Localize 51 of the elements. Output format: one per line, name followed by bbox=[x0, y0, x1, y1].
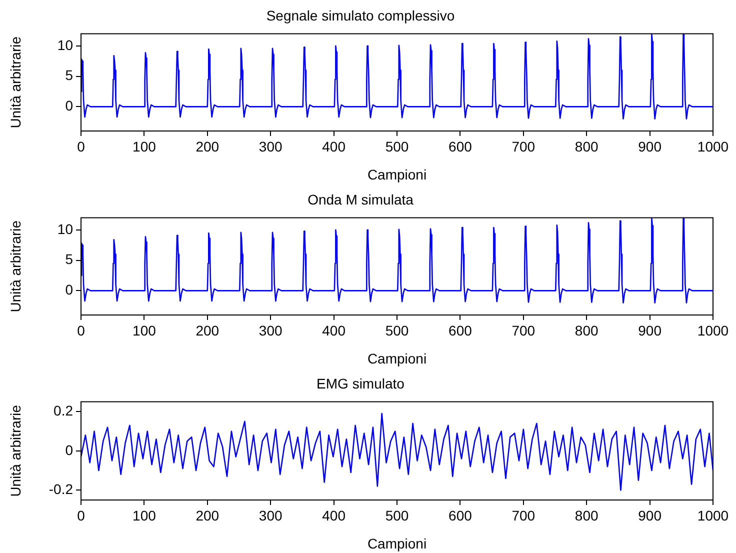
x-tick-label: 100 bbox=[132, 322, 156, 338]
x-tick-label: 700 bbox=[512, 138, 536, 154]
x-axis-title: Campioni bbox=[367, 166, 427, 182]
x-tick-label: 600 bbox=[448, 138, 472, 154]
x-tick-label: 300 bbox=[258, 507, 282, 524]
x-tick-label: 200 bbox=[196, 507, 220, 524]
x-tick-label: 1000 bbox=[697, 507, 729, 524]
x-tick-label: 400 bbox=[322, 138, 346, 154]
x-tick-label: 300 bbox=[258, 322, 282, 338]
x-tick-label: 800 bbox=[574, 322, 598, 338]
x-tick-label: 0 bbox=[77, 322, 86, 338]
x-tick-label: 400 bbox=[322, 507, 346, 524]
x-tick-label: 600 bbox=[448, 507, 472, 524]
y-tick-label: 10 bbox=[57, 36, 74, 53]
y-tick-label: 0 bbox=[65, 442, 74, 458]
y-tick-label: 10 bbox=[57, 220, 74, 237]
chart-title: Onda M simulata bbox=[308, 191, 414, 208]
x-tick-label: 800 bbox=[574, 138, 598, 154]
x-axis-title: Campioni bbox=[367, 350, 427, 366]
x-tick-label: 100 bbox=[132, 507, 156, 524]
x-tick-label: 300 bbox=[258, 138, 282, 154]
y-tick-label: 0 bbox=[65, 282, 74, 298]
x-tick-label: 500 bbox=[385, 507, 409, 524]
y-axis-title: Unità arbitrarie bbox=[7, 36, 24, 128]
x-tick-label: 200 bbox=[196, 322, 220, 338]
x-tick-label: 600 bbox=[448, 322, 472, 338]
x-tick-label: 0 bbox=[77, 138, 86, 154]
x-tick-label: 400 bbox=[322, 322, 346, 338]
x-tick-label: 1000 bbox=[697, 138, 729, 154]
x-tick-label: 200 bbox=[196, 138, 220, 154]
x-tick-label: 0 bbox=[77, 507, 86, 524]
x-tick-label: 900 bbox=[638, 507, 662, 524]
x-tick-label: 500 bbox=[385, 138, 409, 154]
x-tick-label: 900 bbox=[638, 322, 662, 338]
y-tick-label: 5 bbox=[65, 67, 74, 84]
y-axis-title: Unità arbitrarie bbox=[7, 220, 24, 312]
y-tick-label: 5 bbox=[65, 251, 74, 268]
y-tick-label: 0 bbox=[65, 98, 74, 114]
x-tick-label: 700 bbox=[512, 507, 536, 524]
x-tick-label: 700 bbox=[512, 322, 536, 338]
x-axis-title: Campioni bbox=[367, 535, 427, 552]
x-tick-label: 800 bbox=[574, 507, 598, 524]
x-tick-label: 1000 bbox=[697, 322, 729, 338]
chart-title: EMG simulato bbox=[316, 375, 405, 392]
x-tick-label: 100 bbox=[132, 138, 156, 154]
x-tick-label: 500 bbox=[385, 322, 409, 338]
chart-title: Segnale simulato complessivo bbox=[266, 7, 455, 24]
x-tick-label: 900 bbox=[638, 138, 662, 154]
y-tick-label: -0.2 bbox=[48, 481, 74, 498]
y-axis-title: Unità arbitrarie bbox=[7, 404, 24, 497]
y-tick-label: 0.2 bbox=[54, 402, 74, 418]
